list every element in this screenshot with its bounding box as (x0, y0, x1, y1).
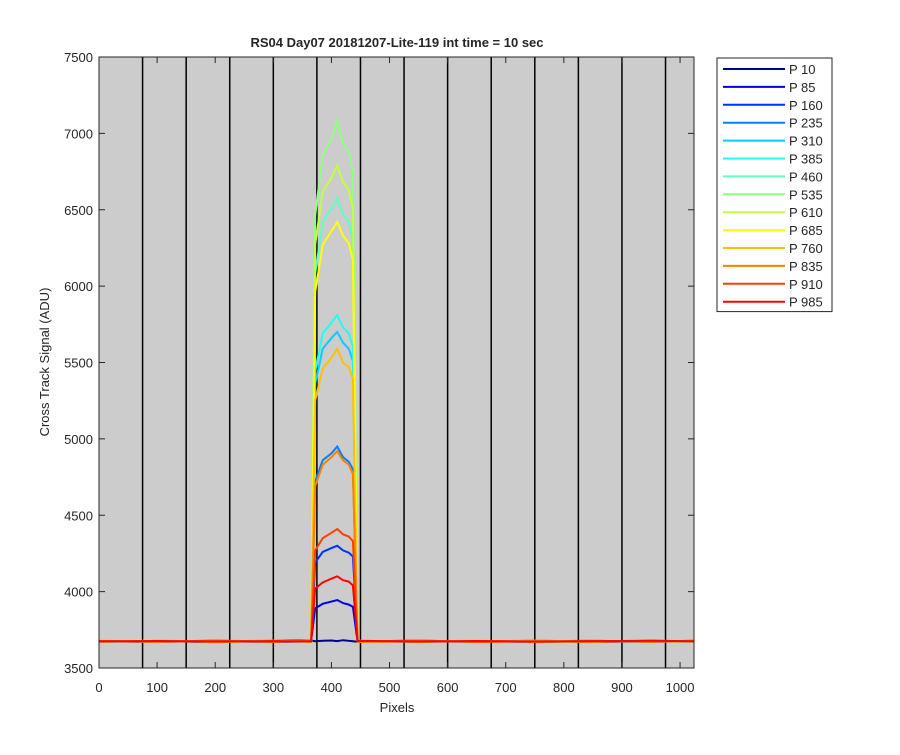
legend-box (716, 57, 833, 313)
legend-label: P 310 (789, 134, 823, 149)
legend-label: P 235 (789, 116, 823, 131)
x-tick-label: 700 (495, 680, 517, 695)
x-tick-label: 100 (146, 680, 168, 695)
y-tick-label: 5000 (64, 432, 93, 447)
x-tick-label: 300 (262, 680, 284, 695)
series-line (99, 575, 694, 643)
plot-background (99, 57, 694, 668)
x-tick-label: 200 (204, 680, 226, 695)
legend-label: P 910 (789, 277, 823, 292)
x-tick-label: 500 (379, 680, 401, 695)
legend-label: P 85 (789, 80, 816, 95)
legend-label: P 685 (789, 223, 823, 238)
legend-label: P 610 (789, 205, 823, 220)
x-tick-label: 400 (321, 680, 343, 695)
x-tick-label: 0 (95, 680, 102, 695)
y-tick-label: 5500 (64, 356, 93, 371)
y-tick-label: 3500 (64, 661, 93, 676)
legend-label: P 835 (789, 259, 823, 274)
y-tick-label: 6000 (64, 279, 93, 294)
legend-label: P 985 (789, 295, 823, 310)
legend-label: P 385 (789, 152, 823, 167)
y-tick-label: 7500 (64, 50, 93, 65)
x-tick-label: 1000 (666, 680, 695, 695)
legend-label: P 535 (789, 187, 823, 202)
y-axis-label: Cross Track Signal (ADU) (37, 288, 52, 437)
x-tick-label: 800 (553, 680, 575, 695)
y-tick-label: 7000 (64, 126, 93, 141)
legend-label: P 160 (789, 98, 823, 113)
chart-title: RS04 Day07 20181207-Lite-119 int time = … (250, 35, 543, 50)
y-tick-label: 4000 (64, 585, 93, 600)
legend-label: P 760 (789, 241, 823, 256)
y-tick-label: 4500 (64, 508, 93, 523)
legend-label: P 10 (789, 62, 816, 77)
x-tick-label: 600 (437, 680, 459, 695)
y-tick-label: 6500 (64, 203, 93, 218)
legend-label: P 460 (789, 169, 823, 184)
x-tick-label: 900 (611, 680, 633, 695)
x-axis-label: Pixels (380, 700, 415, 715)
